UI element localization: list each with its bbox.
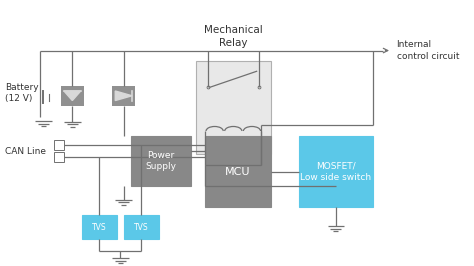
Text: Power
Supply: Power Supply [146,151,176,171]
Text: MOSFET/
Low side switch: MOSFET/ Low side switch [301,161,372,182]
Bar [54,140,64,149]
Text: TVS: TVS [134,223,148,232]
Text: MCU: MCU [225,167,251,177]
Bar [196,61,271,154]
Text: CAN Line: CAN Line [5,147,46,156]
Bar [124,215,159,239]
Bar [61,86,83,106]
Text: Mechanical
Relay: Mechanical Relay [204,26,263,48]
Text: TVS: TVS [92,223,107,232]
Text: Battery
(12 V): Battery (12 V) [5,83,38,103]
Polygon shape [64,91,81,101]
Bar [54,152,64,162]
Text: Internal
control circuit: Internal control circuit [397,40,459,61]
Bar [205,136,271,207]
Bar [131,136,191,186]
Bar [82,215,117,239]
Polygon shape [115,91,132,101]
Bar [112,86,135,106]
Bar [299,136,374,207]
